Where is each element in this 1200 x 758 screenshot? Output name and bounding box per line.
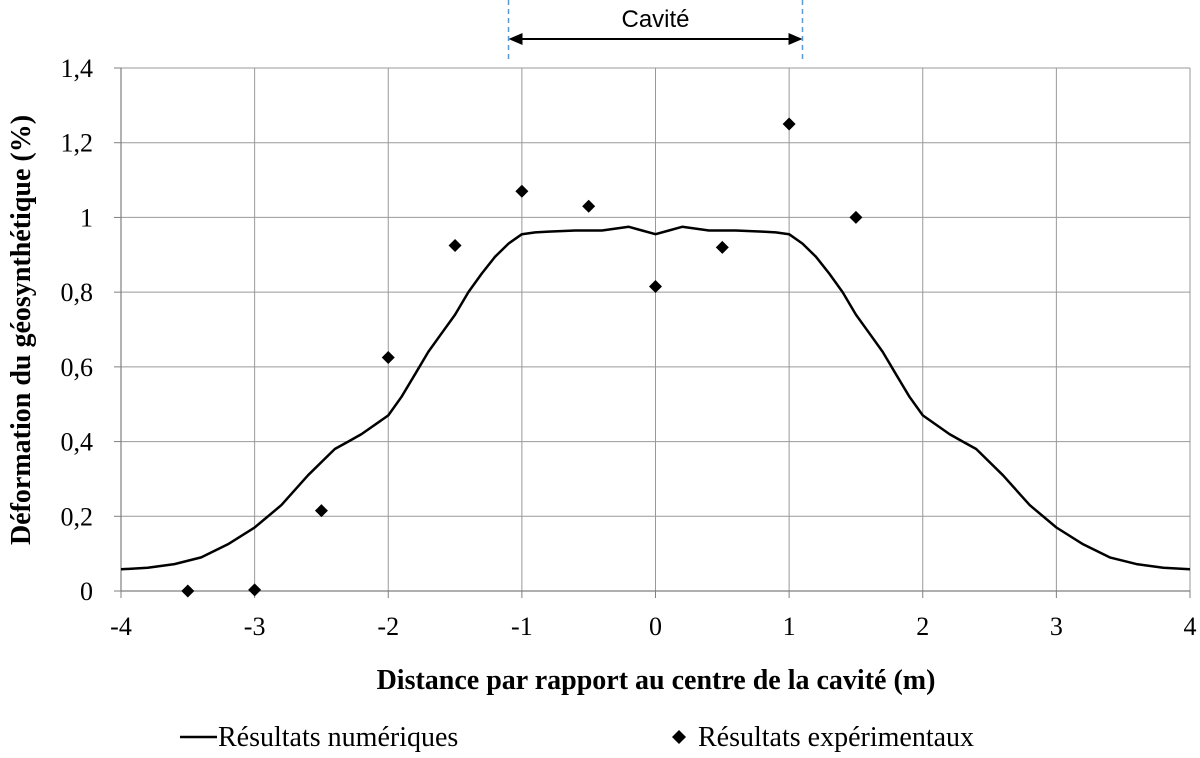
- legend-diamond-swatch: [672, 730, 686, 744]
- y-tick-label: 1: [80, 203, 93, 232]
- y-tick-label: 0,4: [61, 428, 94, 457]
- x-tick-label: 0: [649, 612, 662, 641]
- experimental-point: [715, 240, 729, 254]
- y-tick-label: 0,2: [61, 502, 94, 531]
- x-tick-label: -4: [110, 612, 132, 641]
- experimental-point: [515, 184, 529, 198]
- x-tick-label: -2: [377, 612, 399, 641]
- legend: Résultats numériques Résultats expérimen…: [180, 722, 974, 753]
- experimental-point: [782, 117, 796, 131]
- y-tick-label: 1,2: [61, 129, 94, 158]
- y-tick-label: 0,6: [61, 353, 94, 382]
- experimental-point: [582, 199, 596, 213]
- experimental-point: [181, 584, 195, 598]
- cavity-label: Cavité: [621, 6, 689, 33]
- grid: [121, 67, 1191, 591]
- x-tick-label: 3: [1050, 612, 1063, 641]
- x-tick-label: -1: [511, 612, 533, 641]
- experimental-point: [849, 210, 863, 224]
- y-tick-label: 0,8: [61, 278, 94, 307]
- cavity-annotation: Cavité: [507, 0, 804, 60]
- experimental-point: [381, 351, 395, 365]
- x-tick-label: 1: [783, 612, 796, 641]
- y-tick-label: 1,4: [61, 54, 94, 83]
- experimental-point: [448, 238, 462, 252]
- experimental-point: [649, 280, 662, 294]
- experimental-point: [248, 583, 262, 597]
- tick-labels: -4 -3 -2 -1 0 1 2 3 4 0 0,2 0,4 0,6 0,8 1 1,2 1,4: [61, 54, 1197, 641]
- cavity-arrowhead-right: [788, 33, 803, 45]
- y-axis-title: Déformation du géosynthétique (%): [6, 115, 37, 545]
- axes: [114, 67, 1191, 598]
- x-tick-label: 2: [916, 612, 929, 641]
- legend-label-numerical: Résultats numériques: [218, 722, 458, 753]
- y-tick-label: 0: [80, 577, 93, 606]
- experimental-point: [314, 504, 328, 518]
- series: [120, 117, 1191, 598]
- numerical-results-line: [120, 225, 1191, 571]
- x-tick-label: 4: [1184, 612, 1197, 641]
- legend-label-experimental: Résultats expérimentaux: [698, 722, 974, 753]
- x-axis-title: Distance par rapport au centre de la cav…: [377, 665, 936, 696]
- cavity-arrowhead-left: [508, 33, 523, 45]
- x-tick-label: -3: [244, 612, 266, 641]
